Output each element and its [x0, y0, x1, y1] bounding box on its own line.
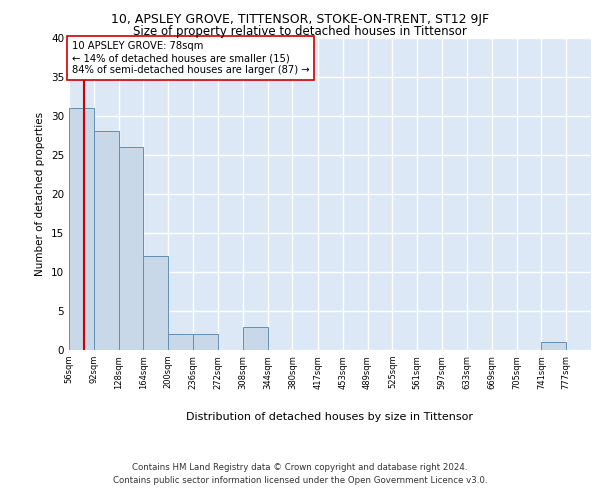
Bar: [168, 334, 193, 350]
Text: Contains public sector information licensed under the Open Government Licence v3: Contains public sector information licen…: [113, 476, 487, 485]
Bar: [94, 131, 119, 350]
Text: Contains HM Land Registry data © Crown copyright and database right 2024.: Contains HM Land Registry data © Crown c…: [132, 464, 468, 472]
Text: 10, APSLEY GROVE, TITTENSOR, STOKE-ON-TRENT, ST12 9JF: 10, APSLEY GROVE, TITTENSOR, STOKE-ON-TR…: [111, 12, 489, 26]
Text: Distribution of detached houses by size in Tittensor: Distribution of detached houses by size …: [187, 412, 473, 422]
Bar: [119, 147, 143, 350]
Bar: [541, 342, 566, 350]
Text: Size of property relative to detached houses in Tittensor: Size of property relative to detached ho…: [133, 25, 467, 38]
Bar: [243, 326, 268, 350]
Bar: [143, 256, 168, 350]
Y-axis label: Number of detached properties: Number of detached properties: [35, 112, 46, 276]
Bar: [193, 334, 218, 350]
Text: 10 APSLEY GROVE: 78sqm
← 14% of detached houses are smaller (15)
84% of semi-det: 10 APSLEY GROVE: 78sqm ← 14% of detached…: [72, 42, 310, 74]
Bar: [69, 108, 94, 350]
